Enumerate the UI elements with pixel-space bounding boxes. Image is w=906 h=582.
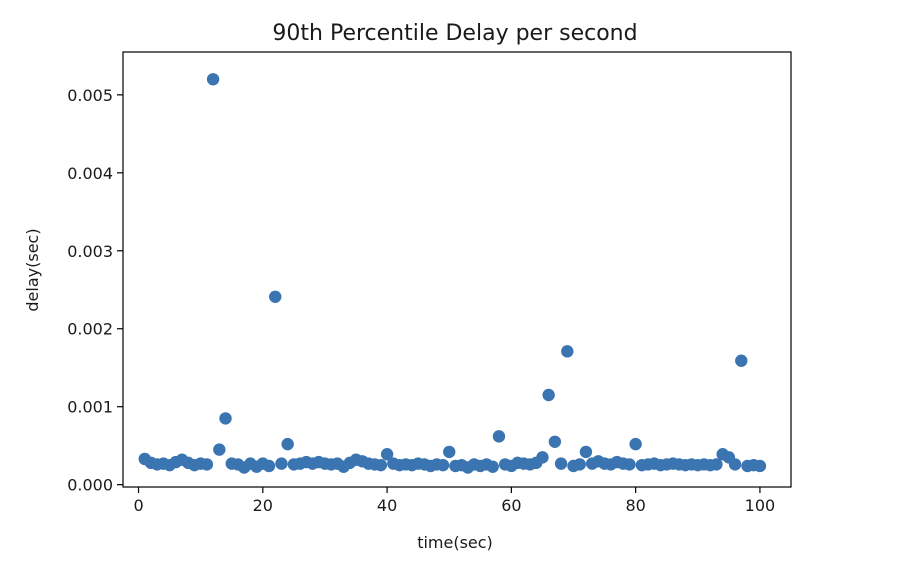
- data-point: [573, 458, 586, 471]
- chart-title: 90th Percentile Delay per second: [272, 21, 637, 46]
- data-points: [138, 73, 767, 474]
- data-point: [753, 459, 767, 473]
- data-point: [281, 437, 294, 451]
- data-point: [536, 451, 549, 464]
- data-point: [436, 458, 450, 472]
- y-tick-label: 0.000: [67, 476, 113, 495]
- data-point: [579, 445, 593, 459]
- y-tick-label: 0.004: [67, 164, 113, 183]
- data-point: [710, 458, 723, 471]
- data-point: [735, 354, 748, 367]
- data-point: [542, 388, 555, 402]
- data-point: [275, 457, 288, 470]
- x-tick-label: 0: [133, 496, 143, 515]
- x-tick-label: 80: [625, 496, 645, 515]
- x-axis-label: time(sec): [417, 533, 493, 552]
- data-point: [380, 448, 394, 461]
- y-tick-label: 0.005: [67, 86, 113, 105]
- data-point: [629, 437, 642, 451]
- x-tick-label: 60: [501, 496, 521, 515]
- data-point: [623, 458, 636, 471]
- data-point: [206, 73, 220, 86]
- data-point: [269, 290, 282, 303]
- data-point: [219, 412, 232, 425]
- y-tick-label: 0.002: [67, 320, 113, 339]
- x-tick-label: 40: [377, 496, 397, 515]
- data-point: [374, 458, 388, 472]
- x-tick-label: 20: [253, 496, 273, 515]
- y-tick-label: 0.003: [67, 242, 113, 261]
- data-point: [561, 345, 574, 358]
- y-tick-label: 0.001: [67, 398, 113, 417]
- data-point: [443, 445, 456, 459]
- data-point: [728, 458, 742, 471]
- data-point: [262, 459, 276, 473]
- data-point: [554, 457, 568, 470]
- x-tick-label: 100: [745, 496, 776, 515]
- data-point: [200, 458, 214, 471]
- data-point: [548, 435, 562, 448]
- data-point: [486, 460, 499, 473]
- y-axis-ticks: 0.000 0.001 0.002 0.003 0.004 0.005: [67, 86, 123, 495]
- data-point: [492, 430, 506, 443]
- plot-frame: [122, 51, 792, 488]
- data-point: [213, 443, 226, 456]
- x-axis-ticks: 0 20 40 60 80 100: [133, 487, 775, 515]
- y-axis-label: delay(sec): [23, 228, 42, 311]
